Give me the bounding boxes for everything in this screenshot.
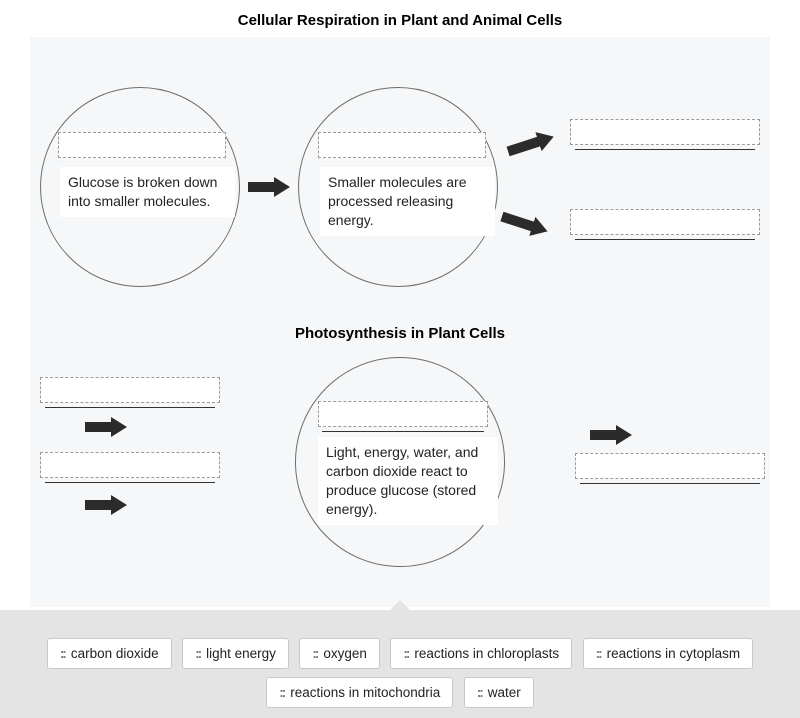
grip-icon: :: — [403, 646, 408, 661]
grip-icon: :: — [596, 646, 601, 661]
underline-resp-output-1 — [575, 149, 755, 150]
grip-icon: :: — [60, 646, 65, 661]
wordbank-row: ::reactions in mitochondria ::water — [30, 673, 770, 712]
grip-icon: :: — [195, 646, 200, 661]
dropzone-resp-output-2[interactable] — [570, 209, 760, 235]
chip-water[interactable]: ::water — [464, 677, 534, 708]
wordbank: ::carbon dioxide ::light energy ::oxygen… — [0, 610, 800, 718]
underline-photo-input-2 — [45, 482, 215, 483]
underline-photo-output — [580, 483, 760, 484]
respiration-circle2-desc: Smaller molecules are processed releasin… — [320, 167, 495, 236]
chip-carbon-dioxide[interactable]: ::carbon dioxide — [47, 638, 172, 669]
diagram-area: Glucose is broken down into smaller mole… — [30, 37, 770, 607]
chip-label: reactions in chloroplasts — [414, 646, 559, 661]
grip-icon: :: — [279, 685, 284, 700]
subtitle-photosynthesis: Photosynthesis in Plant Cells — [30, 325, 770, 342]
chip-label: oxygen — [323, 646, 367, 661]
chip-reactions-chloroplasts[interactable]: ::reactions in chloroplasts — [390, 638, 572, 669]
grip-icon: :: — [312, 646, 317, 661]
chip-oxygen[interactable]: ::oxygen — [299, 638, 380, 669]
chip-reactions-cytoplasm[interactable]: ::reactions in cytoplasm — [583, 638, 754, 669]
dropzone-respiration-circle2[interactable] — [318, 132, 486, 158]
chip-label: light energy — [206, 646, 276, 661]
wordbank-row: ::carbon dioxide ::light energy ::oxygen… — [30, 634, 770, 673]
dropzone-respiration-circle1[interactable] — [58, 132, 226, 158]
chip-reactions-mitochondria[interactable]: ::reactions in mitochondria — [266, 677, 453, 708]
chip-label: reactions in mitochondria — [290, 685, 440, 700]
photosynthesis-circle-desc: Light, energy, water, and carbon dioxide… — [318, 437, 498, 525]
chip-light-energy[interactable]: ::light energy — [182, 638, 289, 669]
underline-photo-circle — [322, 431, 484, 432]
respiration-circle1-desc: Glucose is broken down into smaller mole… — [60, 167, 235, 217]
dropzone-resp-output-1[interactable] — [570, 119, 760, 145]
page-title: Cellular Respiration in Plant and Animal… — [0, 0, 800, 37]
underline-resp-output-2 — [575, 239, 755, 240]
dropzone-photo-input-1[interactable] — [40, 377, 220, 403]
chip-label: carbon dioxide — [71, 646, 159, 661]
underline-photo-input-1 — [45, 407, 215, 408]
dropzone-photo-output[interactable] — [575, 453, 765, 479]
dropzone-photo-circle[interactable] — [318, 401, 488, 427]
grip-icon: :: — [477, 685, 482, 700]
chip-label: reactions in cytoplasm — [607, 646, 741, 661]
chip-label: water — [488, 685, 521, 700]
dropzone-photo-input-2[interactable] — [40, 452, 220, 478]
